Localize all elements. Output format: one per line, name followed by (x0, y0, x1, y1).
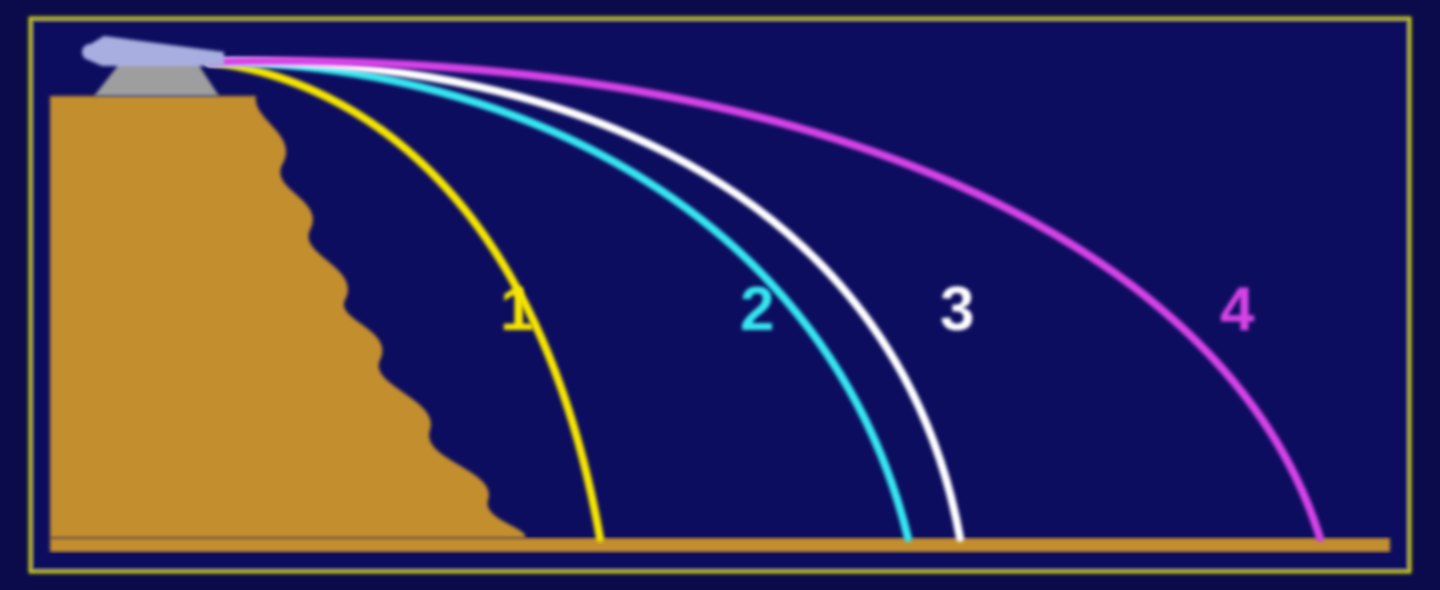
trajectory-label-1: 1 (500, 275, 534, 344)
diagram-container: 1 2 3 4 (0, 0, 1440, 590)
cannon-knob (82, 44, 98, 60)
trajectory-label-3: 3 (940, 275, 974, 344)
trajectory-label-4: 4 (1220, 275, 1255, 344)
ground (50, 538, 1390, 552)
projectile-diagram: 1 2 3 4 (0, 0, 1440, 590)
trajectory-label-2: 2 (740, 275, 774, 344)
